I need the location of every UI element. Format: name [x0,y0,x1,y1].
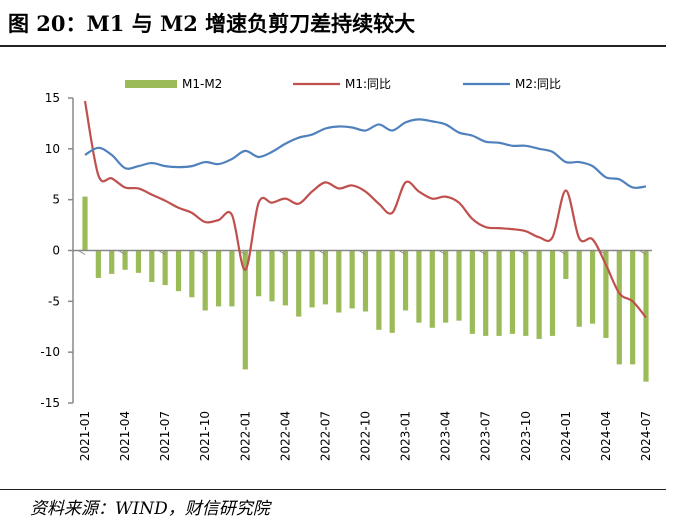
bar-m1-m2 [509,250,516,334]
y-tick-label: -15 [40,396,60,410]
x-tick-label: 2023-04 [439,411,453,461]
x-tick-label: 2023-10 [519,411,533,461]
bar-m1-m2 [336,250,342,313]
legend-label-m2: M2:同比 [515,77,561,91]
bar-m1-m2 [349,250,355,309]
x-tick [318,250,326,255]
bar-m1-m2 [149,250,155,283]
bar-m1-m2 [162,250,168,286]
bar-m1-m2 [630,250,636,365]
bar-m1-m2 [549,250,556,336]
bar-m1-m2 [135,250,142,273]
bar-m1-m2 [563,250,569,279]
bar-m1-m2 [376,250,382,330]
bar-m1-m2 [576,250,582,327]
x-tick [639,250,647,255]
x-tick [198,250,206,255]
x-tick [118,250,126,255]
source-rule [0,489,666,490]
y-tick-label: -10 [40,345,60,359]
bar-m1-m2 [589,250,596,324]
x-tick-label: 2024-07 [639,411,653,461]
x-tick [398,250,406,255]
y-tick-label: -5 [48,294,60,308]
x-tick [478,250,486,255]
x-tick-label: 2022-10 [359,411,373,461]
bar-m1-m2 [603,250,609,338]
bar-m1-m2 [389,250,395,333]
bar-m1-m2 [215,250,222,307]
x-tick [438,250,446,255]
bar-m1-m2 [269,250,275,302]
bar-m1-m2 [296,250,302,317]
bar-m1-m2 [469,250,475,334]
bar-m1-m2 [483,250,489,336]
bar-m1-m2 [256,250,262,297]
bar-m1-m2 [416,250,422,323]
bar-m1-m2 [322,250,329,305]
legend-swatch-m1-m2 [125,80,177,88]
bar-m1-m2 [496,250,502,336]
bar-m1-m2 [242,250,248,370]
x-tick-label: 2023-01 [399,411,413,461]
x-tick-label: 2022-04 [278,411,292,461]
y-tick-label: 0 [52,244,60,258]
bar-m1-m2 [616,250,622,365]
x-tick [158,250,166,255]
x-tick-label: 2021-04 [118,411,132,461]
x-tick-label: 2023-07 [479,411,493,461]
line-m2 [84,118,647,189]
bar-m1-m2 [282,250,288,306]
legend-label-m1: M1:同比 [345,77,391,91]
x-tick-label: 2024-04 [599,411,613,461]
x-tick [78,250,86,255]
x-tick-label: 2024-01 [559,411,573,461]
x-tick-label: 2021-07 [158,411,172,461]
x-tick-label: 2021-10 [198,411,212,461]
x-tick-label: 2022-07 [318,411,332,461]
title-rule [0,45,666,47]
bar-m1-m2 [122,250,128,270]
x-tick-label: 2021-01 [78,411,92,461]
source-note: 资料来源：WIND，财信研究院 [30,499,270,519]
x-tick [518,250,527,255]
bar-m1-m2 [402,250,409,311]
bar-m1-m2 [536,250,542,339]
bar-m1-m2 [95,250,101,278]
y-tick-label: 10 [45,142,60,156]
line-m1 [83,100,647,319]
bar-m1-m2 [175,250,182,292]
x-tick [558,250,567,255]
bar-m1-m2 [229,250,235,307]
x-tick [358,250,366,255]
bar-m1-m2 [443,250,449,323]
x-tick [278,250,286,255]
chart-title: 图 20：M1 与 M2 增速负剪刀差持续较大 [8,11,416,36]
bar-m1-m2 [189,250,195,298]
x-tick-label: 2022-01 [238,411,252,461]
bar-m1-m2 [309,250,315,308]
y-tick-label: 15 [45,91,60,105]
legend-label-m1-m2: M1-M2 [182,77,222,91]
bar-m1-m2 [202,250,208,311]
y-tick-label: 5 [52,193,60,207]
bar-m1-m2 [109,250,115,274]
bar-m1-m2 [456,250,462,321]
bar-m1-m2 [82,196,88,251]
bar-m1-m2 [523,250,529,336]
bar-m1-m2 [362,250,369,312]
bar-m1-m2 [429,250,435,328]
